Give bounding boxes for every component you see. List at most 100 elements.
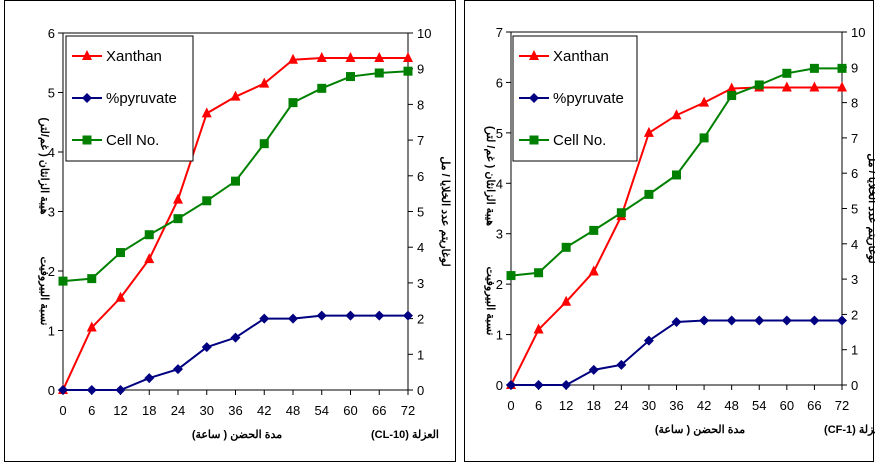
series-line [63, 314, 408, 391]
left-axis-title-pyruvate: نسبة البيروفيت [38, 257, 50, 326]
x-axis-tick-label: 36 [228, 403, 242, 418]
data-point [403, 310, 413, 321]
data-point [116, 248, 125, 258]
data-point [86, 385, 97, 395]
right-axis-tick-label: 0 [417, 383, 424, 398]
data-point [317, 83, 327, 93]
x-axis-tick-label: 72 [835, 398, 849, 413]
x-axis-tick-label: 0 [59, 403, 66, 418]
series-line [511, 319, 842, 386]
right-axis-tick-label: 7 [417, 133, 424, 148]
x-axis-tick-label: 6 [88, 403, 95, 418]
x-axis-tick-label: 24 [614, 398, 628, 413]
legend-marker [82, 93, 92, 103]
x-axis-tick-label: 18 [587, 398, 601, 413]
right-axis-tick-label: 8 [417, 97, 424, 112]
data-point [288, 98, 298, 108]
right-axis-title: لوغاريتم عدد الخلايا / مل [866, 153, 875, 263]
data-point [173, 214, 183, 224]
legend-label: %pyruvate [553, 90, 624, 107]
data-point [201, 107, 212, 118]
data-point [837, 63, 847, 73]
data-point [345, 310, 356, 321]
data-point [809, 315, 820, 326]
legend-label: Cell No. [106, 132, 159, 149]
right-axis-tick-label: 0 [851, 378, 858, 393]
data-point [699, 96, 710, 107]
right-axis-tick-label: 6 [417, 169, 424, 184]
legend-label: Xanthan [553, 48, 609, 65]
data-point [58, 276, 68, 286]
left-axis-tick-label: 5 [48, 86, 55, 101]
legend: Xanthan %pyruvate Cell No. [512, 35, 638, 162]
data-point [316, 310, 327, 321]
data-point [588, 364, 599, 375]
x-axis-tick-label: 72 [401, 403, 415, 418]
data-point [374, 51, 385, 62]
series-xanthan [506, 81, 847, 389]
data-point [374, 310, 385, 321]
legend-marker [82, 135, 92, 145]
data-point [533, 323, 544, 334]
data-point [781, 315, 792, 326]
left-axis-title-xanthan: هيبة الزانثان ( غم/لتر) [38, 117, 50, 214]
right-axis-tick-label: 8 [851, 96, 858, 111]
right-axis-tick-label: 6 [851, 166, 858, 181]
data-point [403, 66, 413, 76]
data-point [809, 63, 819, 73]
data-point [345, 51, 356, 62]
chart-panel-cl10: 0 1 2 3 4 5 6 0 1 2 3 4 5 6 7 8 9 10 0 6 12 18 24 30 36 42 48 54 60 6… [4, 0, 456, 462]
data-point [230, 90, 241, 101]
left-axis-title-xanthan: هيبة الزانثان ( غم/ لتر) [484, 126, 496, 226]
data-point [316, 51, 327, 62]
left-axis-tick-label: 0 [496, 378, 503, 393]
data-point [173, 193, 183, 204]
left-axis-tick-label: 1 [48, 324, 55, 339]
right-axis-tick-label: 9 [417, 62, 424, 77]
data-point [259, 139, 269, 149]
data-point [616, 208, 626, 218]
legend: Xanthan %pyruvate Cell No. [65, 35, 194, 162]
x-axis-tick-label: 54 [315, 403, 329, 418]
x-axis-tick-label: 42 [697, 398, 711, 413]
series-cellno [506, 63, 847, 281]
data-point [533, 380, 544, 390]
x-axis-tick-label: 0 [507, 398, 514, 413]
data-point [173, 364, 183, 375]
series-pyruvate [58, 310, 413, 395]
left-axis-tick-label: 3 [48, 205, 55, 220]
series-xanthan [58, 51, 413, 394]
left-axis-tick-label: 6 [48, 26, 55, 41]
data-point [144, 373, 155, 384]
data-point [288, 53, 298, 64]
x-axis-tick-label: 12 [113, 403, 127, 418]
right-axis-tick-label: 5 [417, 205, 424, 220]
x-axis-tick-label: 30 [200, 403, 214, 418]
data-point [643, 126, 654, 137]
right-axis-tick-label: 7 [851, 131, 858, 146]
x-axis-title: مدة الحضن ( ساعة) [655, 424, 745, 436]
data-point [781, 81, 792, 92]
x-axis-tick-label: 6 [535, 398, 542, 413]
data-point [506, 271, 516, 281]
left-axis-tick-label: 2 [48, 264, 55, 279]
data-point [782, 68, 792, 78]
legend-label: Xanthan [106, 48, 162, 65]
data-point [87, 274, 97, 284]
data-point [259, 313, 270, 324]
data-point [231, 176, 240, 186]
left-axis-tick-label: 2 [496, 277, 503, 292]
data-point [671, 109, 682, 120]
data-point [589, 225, 599, 235]
x-axis-tick-label: 48 [286, 403, 300, 418]
right-axis-tick-label: 3 [851, 272, 858, 287]
left-axis-tick-label: 4 [48, 145, 55, 160]
data-point [837, 315, 847, 326]
left-axis-tick-label: 1 [496, 328, 503, 343]
data-point [699, 315, 710, 326]
data-point [727, 91, 737, 101]
data-point [561, 380, 572, 390]
x-axis-tick-label: 60 [780, 398, 794, 413]
